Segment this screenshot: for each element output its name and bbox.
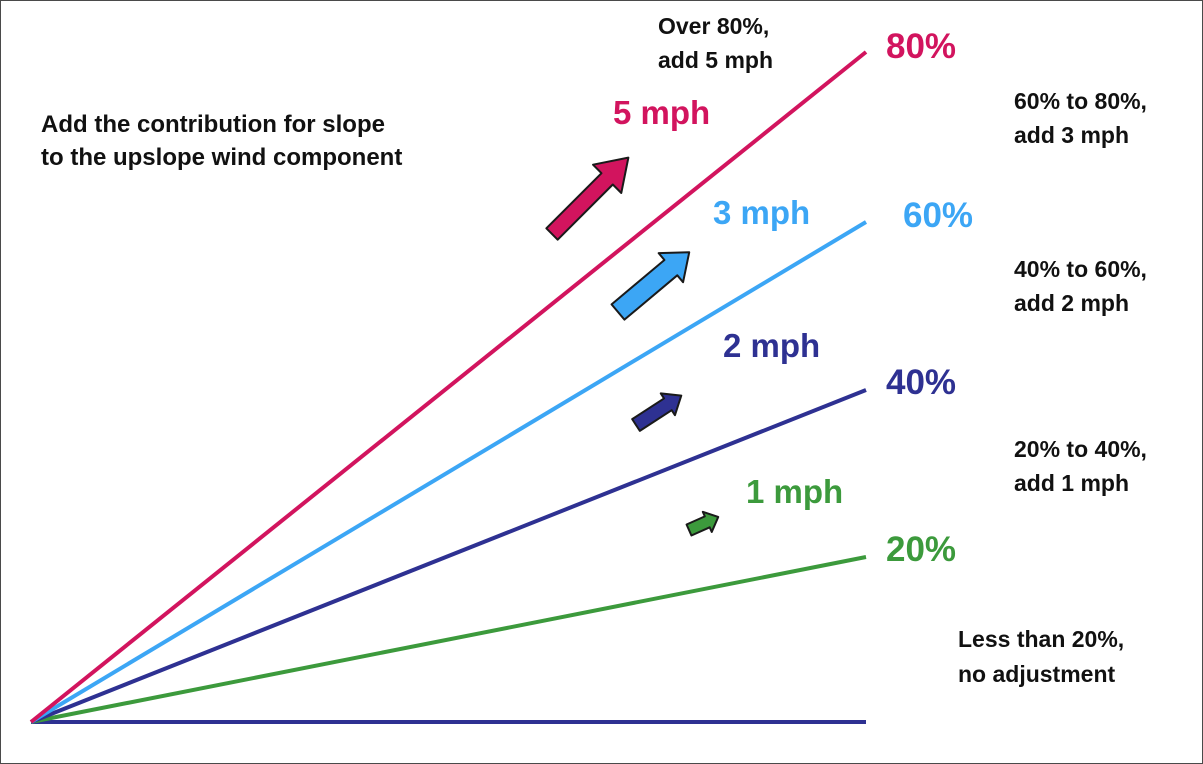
pct-label-40: 40% xyxy=(886,363,956,402)
note-40-60-line1: 40% to 60%, xyxy=(1014,256,1147,282)
arrow-icon-5mph xyxy=(545,156,630,241)
arrow-icon-1mph xyxy=(685,510,720,537)
pct-label-20: 20% xyxy=(886,530,956,569)
slope-line-60 xyxy=(29,220,868,724)
slope-line-20 xyxy=(30,555,867,724)
mph-label-3: 3 mph xyxy=(713,194,810,231)
arrow-icon-2mph xyxy=(631,392,683,432)
mph-label-5: 5 mph xyxy=(613,94,710,131)
arrow-icon-3mph xyxy=(610,251,691,321)
slope-line-40 xyxy=(30,388,867,724)
note-over80-line2: add 5 mph xyxy=(658,47,773,73)
note-60-80-line1: 60% to 80%, xyxy=(1014,88,1147,114)
slope-line-80 xyxy=(29,50,868,724)
note-20-40-line1: 20% to 40%, xyxy=(1014,436,1147,462)
note-20-40-line2: add 1 mph xyxy=(1014,470,1129,496)
note-over80-line1: Over 80%, xyxy=(658,13,769,39)
pct-label-80: 80% xyxy=(886,27,956,66)
pct-label-60: 60% xyxy=(903,196,973,235)
note-40-60-line2: add 2 mph xyxy=(1014,290,1129,316)
mph-label-2: 2 mph xyxy=(723,327,820,364)
title-line-2: to the upslope wind component xyxy=(41,144,402,171)
note-under20-line2: no adjustment xyxy=(958,661,1116,687)
note-under20-line1: Less than 20%, xyxy=(958,626,1124,652)
note-60-80-line2: add 3 mph xyxy=(1014,122,1129,148)
title-line-1: Add the contribution for slope xyxy=(41,111,385,138)
mph-label-1: 1 mph xyxy=(746,473,843,510)
